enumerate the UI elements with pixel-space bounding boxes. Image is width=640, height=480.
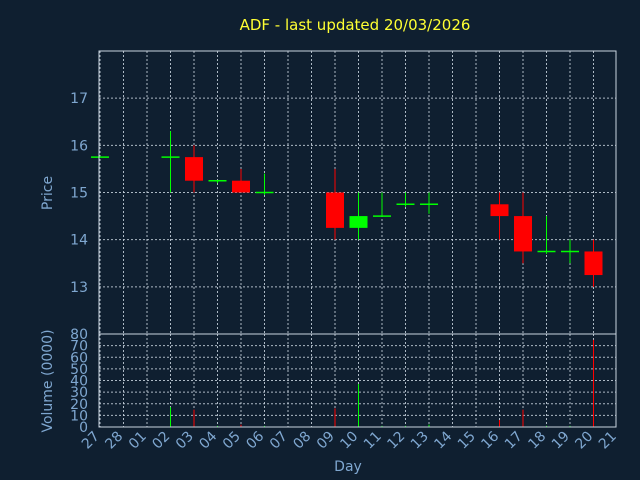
x-tick-label: 18 bbox=[525, 429, 549, 453]
candles bbox=[91, 131, 603, 287]
chart-title: ADF - last updated 20/03/2026 bbox=[240, 16, 471, 34]
x-tick-label: 06 bbox=[243, 428, 267, 452]
x-tick-label: 16 bbox=[478, 428, 502, 452]
x-tick-label: 09 bbox=[314, 429, 338, 453]
price-axis-label: Price bbox=[40, 176, 56, 210]
candle-19 bbox=[561, 239, 579, 264]
x-tick-label: 05 bbox=[220, 429, 244, 453]
price-grid bbox=[99, 51, 616, 334]
x-tick-label: 12 bbox=[384, 429, 408, 453]
candle-body bbox=[514, 216, 532, 252]
x-tick-label: 08 bbox=[290, 429, 314, 453]
candle-body bbox=[232, 180, 250, 193]
candle-11 bbox=[373, 192, 391, 217]
candle-03 bbox=[185, 145, 203, 193]
candle-body bbox=[490, 204, 509, 217]
volume-tick-label: 20 bbox=[70, 397, 88, 413]
candle-09 bbox=[326, 168, 344, 240]
x-tick-label: 17 bbox=[502, 429, 526, 453]
volume-tick-label: 30 bbox=[70, 385, 88, 401]
candle-13 bbox=[420, 192, 438, 214]
candle-02 bbox=[161, 131, 180, 193]
volume-tick-label: 50 bbox=[70, 362, 88, 378]
x-tick-label: 07 bbox=[267, 429, 291, 453]
candle-body bbox=[326, 192, 344, 228]
x-axis-label: Day bbox=[334, 459, 362, 475]
candle-04 bbox=[208, 179, 227, 184]
price-tick-label: 17 bbox=[70, 91, 88, 107]
volume-grid bbox=[99, 334, 616, 427]
price-tick-label: 15 bbox=[70, 186, 88, 202]
x-tick-label: 14 bbox=[431, 428, 455, 452]
candle-body bbox=[584, 251, 603, 276]
x-tick-label: 02 bbox=[149, 429, 173, 453]
volume-tick-label: 60 bbox=[70, 350, 88, 366]
candle-body bbox=[349, 216, 368, 228]
price-y-ticks: 13 14 15 16 17 bbox=[70, 91, 88, 296]
x-tick-labels: 27 28 01 02 03 04 05 06 07 08 09 10 11 12 13 14 15 16 17 18… bbox=[79, 428, 620, 452]
volume-axis-label: Volume (0000) bbox=[40, 329, 56, 432]
candle-12 bbox=[396, 192, 415, 207]
candle-17 bbox=[514, 192, 532, 264]
volume-tick-label: 40 bbox=[70, 374, 88, 390]
price-tick-label: 14 bbox=[70, 233, 88, 249]
volume-tick-label: 80 bbox=[70, 327, 88, 343]
x-tick-label: 21 bbox=[596, 429, 620, 453]
price-panel: 13 14 15 16 17 Price bbox=[40, 50, 617, 335]
candle-body bbox=[185, 157, 203, 181]
x-tick-label: 13 bbox=[408, 429, 432, 453]
volume-tick-label: 10 bbox=[70, 408, 88, 424]
candle-05 bbox=[232, 168, 250, 193]
price-tick-label: 13 bbox=[70, 280, 88, 296]
x-tick-label: 01 bbox=[126, 429, 150, 453]
x-tick-label: 04 bbox=[196, 428, 220, 452]
candle-06 bbox=[255, 173, 274, 195]
x-tick-label: 28 bbox=[102, 429, 126, 453]
x-tick-label: 11 bbox=[361, 429, 385, 453]
candle-16 bbox=[490, 192, 509, 240]
candle-20 bbox=[584, 239, 603, 287]
x-tick-label: 19 bbox=[549, 429, 573, 453]
candle-18 bbox=[537, 216, 556, 254]
volume-frame bbox=[98, 333, 617, 428]
x-tick-label: 03 bbox=[173, 429, 197, 453]
x-tick-label: 15 bbox=[455, 429, 479, 453]
price-tick-label: 16 bbox=[70, 138, 88, 154]
candle-10 bbox=[349, 192, 368, 240]
x-tick-label: 10 bbox=[337, 429, 361, 453]
x-tick-label: 20 bbox=[572, 429, 596, 453]
volume-tick-label: 0 bbox=[79, 420, 88, 436]
volume-tick-label: 70 bbox=[70, 339, 88, 355]
